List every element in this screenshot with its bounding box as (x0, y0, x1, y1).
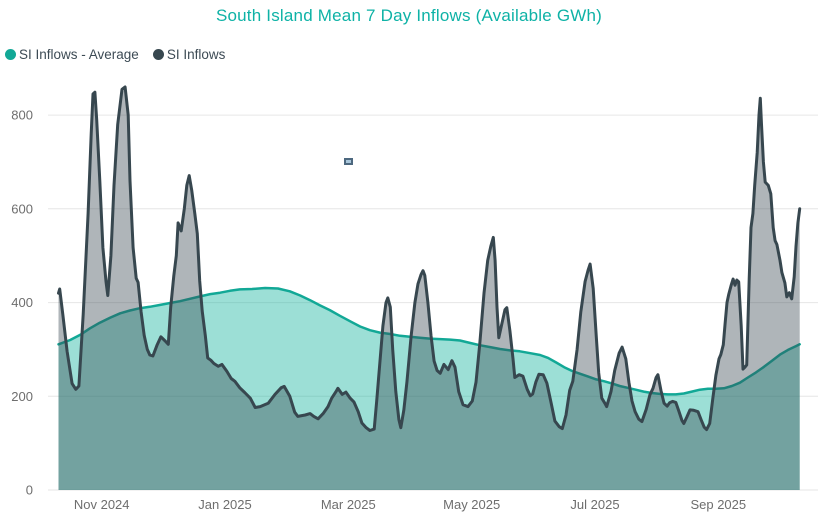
x-axis-tick-label: Jan 2025 (198, 497, 252, 512)
y-axis-tick-label: 400 (11, 295, 33, 310)
y-axis-tick-label: 600 (11, 201, 33, 216)
si-inflows-area (58, 87, 800, 490)
x-axis-tick-label: May 2025 (443, 497, 500, 512)
legend-item-si-inflows-average[interactable]: SI Inflows - Average (5, 47, 139, 62)
legend-item-si-inflows[interactable]: SI Inflows (152, 47, 226, 62)
legend-dot-icon (152, 49, 164, 60)
legend-dot-icon (5, 49, 16, 60)
y-axis-tick-label: 800 (11, 108, 33, 123)
legend-item-label: SI Inflows (166, 47, 226, 62)
x-axis-tick-label: Nov 2024 (74, 497, 130, 512)
si-inflows-line (57, 85, 802, 432)
y-axis-tick-label: 200 (11, 389, 33, 404)
x-axis-tick-label: Sep 2025 (690, 497, 746, 512)
page-title: South Island Mean 7 Day Inflows (Availab… (215, 6, 603, 25)
si-inflows-average-line (57, 286, 801, 396)
x-axis-tick-label: Mar 2025 (321, 497, 376, 512)
chart-annotation-marker (343, 158, 353, 165)
legend-item-label: SI Inflows - Average (19, 47, 139, 62)
chart-legend: SI Inflows - Average SI Inflows (5, 47, 225, 62)
si-inflows-average-area (58, 288, 800, 490)
y-axis-tick-label: 0 (26, 483, 33, 498)
x-axis-tick-label: Jul 2025 (570, 497, 619, 512)
